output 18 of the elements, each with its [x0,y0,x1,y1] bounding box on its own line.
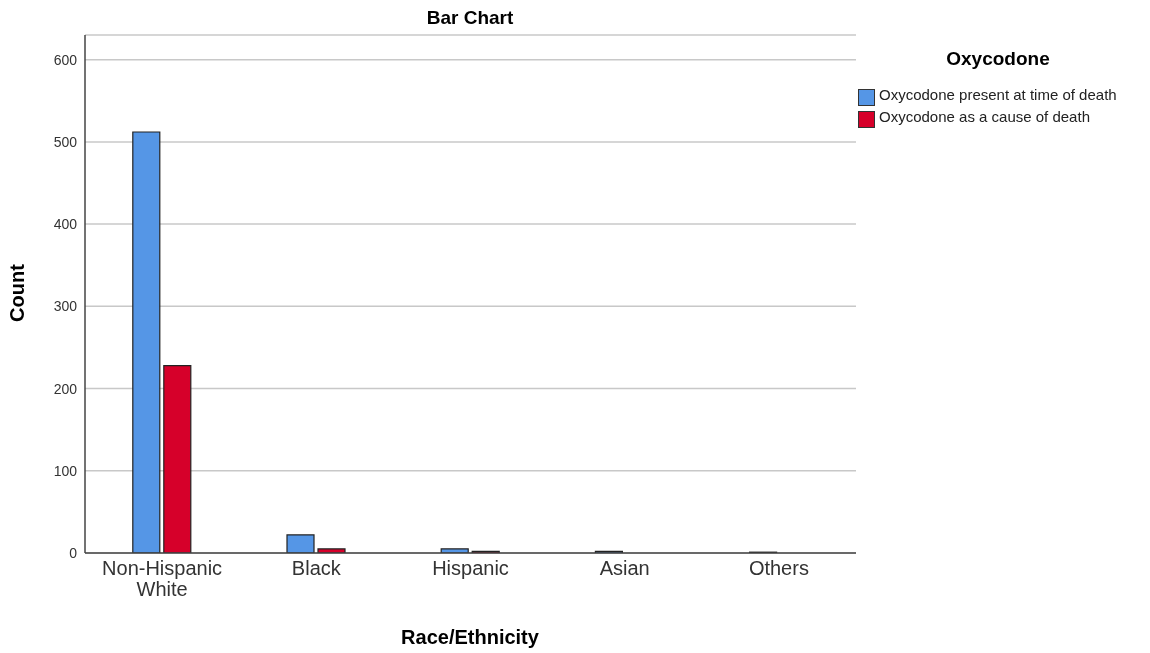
legend-title: Oxycodone [945,48,1051,70]
x-tick-label: Black [291,557,342,579]
x-axis-title: Race/Ethnicity [401,626,540,648]
x-tick-label: Asian [599,557,650,579]
legend-label: Oxycodone as a cause of death [879,108,1090,125]
y-tick-label: 300 [53,298,78,315]
legend-label: Oxycodone present at time of death [879,86,1117,103]
x-tick-label: Others [748,557,809,579]
y-tick-label: 600 [53,51,78,68]
y-axis-title: Count [6,263,28,322]
y-tick-label: 500 [53,133,78,150]
x-tick-label: Hispanic [432,557,509,579]
chart-title: Bar Chart [426,7,514,28]
x-tick-label: Non-Hispanic White [102,557,223,600]
y-tick-label: 0 [69,544,78,561]
y-tick-label: 100 [53,462,78,479]
y-tick-label: 400 [53,216,78,233]
y-tick-label: 200 [53,380,78,397]
